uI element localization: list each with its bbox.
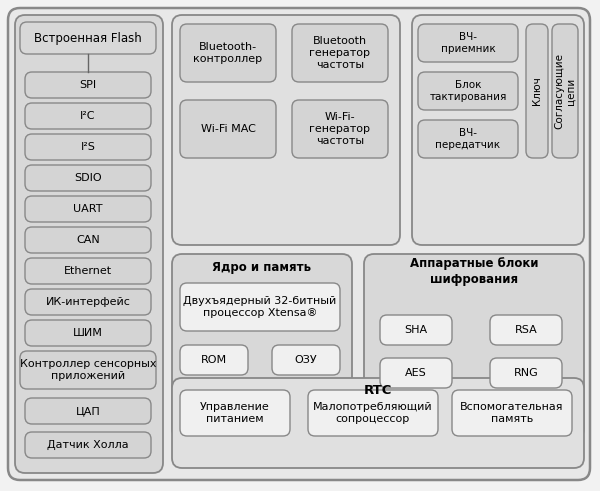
Text: RTC: RTC: [364, 383, 392, 397]
FancyBboxPatch shape: [25, 72, 151, 98]
FancyBboxPatch shape: [15, 15, 163, 473]
FancyBboxPatch shape: [25, 227, 151, 253]
Text: ИК-интерфейс: ИК-интерфейс: [46, 297, 130, 307]
FancyBboxPatch shape: [8, 8, 590, 480]
Text: Ключ: Ключ: [532, 77, 542, 106]
FancyBboxPatch shape: [172, 15, 400, 245]
Text: Согласующие
цепи: Согласующие цепи: [554, 53, 576, 129]
Text: AES: AES: [405, 368, 427, 378]
FancyBboxPatch shape: [364, 254, 584, 439]
FancyBboxPatch shape: [25, 432, 151, 458]
Text: Ethernet: Ethernet: [64, 266, 112, 276]
FancyBboxPatch shape: [292, 100, 388, 158]
FancyBboxPatch shape: [180, 345, 248, 375]
Text: Датчик Холла: Датчик Холла: [47, 440, 129, 450]
Text: ОЗУ: ОЗУ: [295, 355, 317, 365]
Text: Wi-Fi MAC: Wi-Fi MAC: [200, 124, 256, 134]
FancyBboxPatch shape: [552, 24, 578, 158]
FancyBboxPatch shape: [25, 289, 151, 315]
Text: RNG: RNG: [514, 368, 538, 378]
Text: Малопотребляющий
сопроцессор: Малопотребляющий сопроцессор: [313, 402, 433, 424]
Text: CAN: CAN: [76, 235, 100, 245]
Text: Аппаратные блоки
шифрования: Аппаратные блоки шифрования: [410, 257, 538, 287]
FancyBboxPatch shape: [25, 320, 151, 346]
FancyBboxPatch shape: [180, 283, 340, 331]
FancyBboxPatch shape: [172, 378, 584, 468]
FancyBboxPatch shape: [490, 358, 562, 388]
FancyBboxPatch shape: [526, 24, 548, 158]
Text: Блок
тактирования: Блок тактирования: [430, 80, 506, 102]
Text: Bluetooth-
контроллер: Bluetooth- контроллер: [193, 42, 263, 64]
Text: Wi-Fi-
генератор
частоты: Wi-Fi- генератор частоты: [310, 112, 371, 146]
Text: SPI: SPI: [79, 80, 97, 90]
FancyBboxPatch shape: [25, 398, 151, 424]
FancyBboxPatch shape: [25, 258, 151, 284]
FancyBboxPatch shape: [490, 315, 562, 345]
FancyBboxPatch shape: [418, 120, 518, 158]
Text: Контроллер сенсорных
приложений: Контроллер сенсорных приложений: [20, 359, 156, 381]
FancyBboxPatch shape: [25, 134, 151, 160]
Text: Встроенная Flash: Встроенная Flash: [34, 31, 142, 45]
FancyBboxPatch shape: [25, 196, 151, 222]
Text: ВЧ-
приемник: ВЧ- приемник: [440, 32, 496, 54]
Text: I²S: I²S: [80, 142, 95, 152]
Text: Управление
питанием: Управление питанием: [200, 402, 270, 424]
Text: ROM: ROM: [201, 355, 227, 365]
FancyBboxPatch shape: [172, 254, 352, 439]
FancyBboxPatch shape: [418, 72, 518, 110]
FancyBboxPatch shape: [180, 390, 290, 436]
Text: Bluetooth
генератор
частоты: Bluetooth генератор частоты: [310, 36, 371, 70]
Text: UART: UART: [73, 204, 103, 214]
FancyBboxPatch shape: [418, 24, 518, 62]
FancyBboxPatch shape: [380, 315, 452, 345]
FancyBboxPatch shape: [20, 22, 156, 54]
Text: SHA: SHA: [404, 325, 428, 335]
FancyBboxPatch shape: [292, 24, 388, 82]
Text: SDIO: SDIO: [74, 173, 102, 183]
FancyBboxPatch shape: [25, 103, 151, 129]
Text: Двухъядерный 32-битный
процессор Xtensa®: Двухъядерный 32-битный процессор Xtensa®: [184, 296, 337, 318]
FancyBboxPatch shape: [180, 100, 276, 158]
Text: ШИМ: ШИМ: [73, 328, 103, 338]
FancyBboxPatch shape: [25, 165, 151, 191]
FancyBboxPatch shape: [180, 24, 276, 82]
Text: Ядро и память: Ядро и память: [212, 262, 311, 274]
FancyBboxPatch shape: [412, 15, 584, 245]
FancyBboxPatch shape: [380, 358, 452, 388]
Text: Вспомогательная
память: Вспомогательная память: [460, 402, 564, 424]
Text: RSA: RSA: [515, 325, 538, 335]
FancyBboxPatch shape: [308, 390, 438, 436]
Text: I²C: I²C: [80, 111, 96, 121]
FancyBboxPatch shape: [272, 345, 340, 375]
FancyBboxPatch shape: [452, 390, 572, 436]
FancyBboxPatch shape: [20, 351, 156, 389]
Text: ВЧ-
передатчик: ВЧ- передатчик: [436, 128, 500, 150]
Text: ЦАП: ЦАП: [76, 406, 100, 416]
